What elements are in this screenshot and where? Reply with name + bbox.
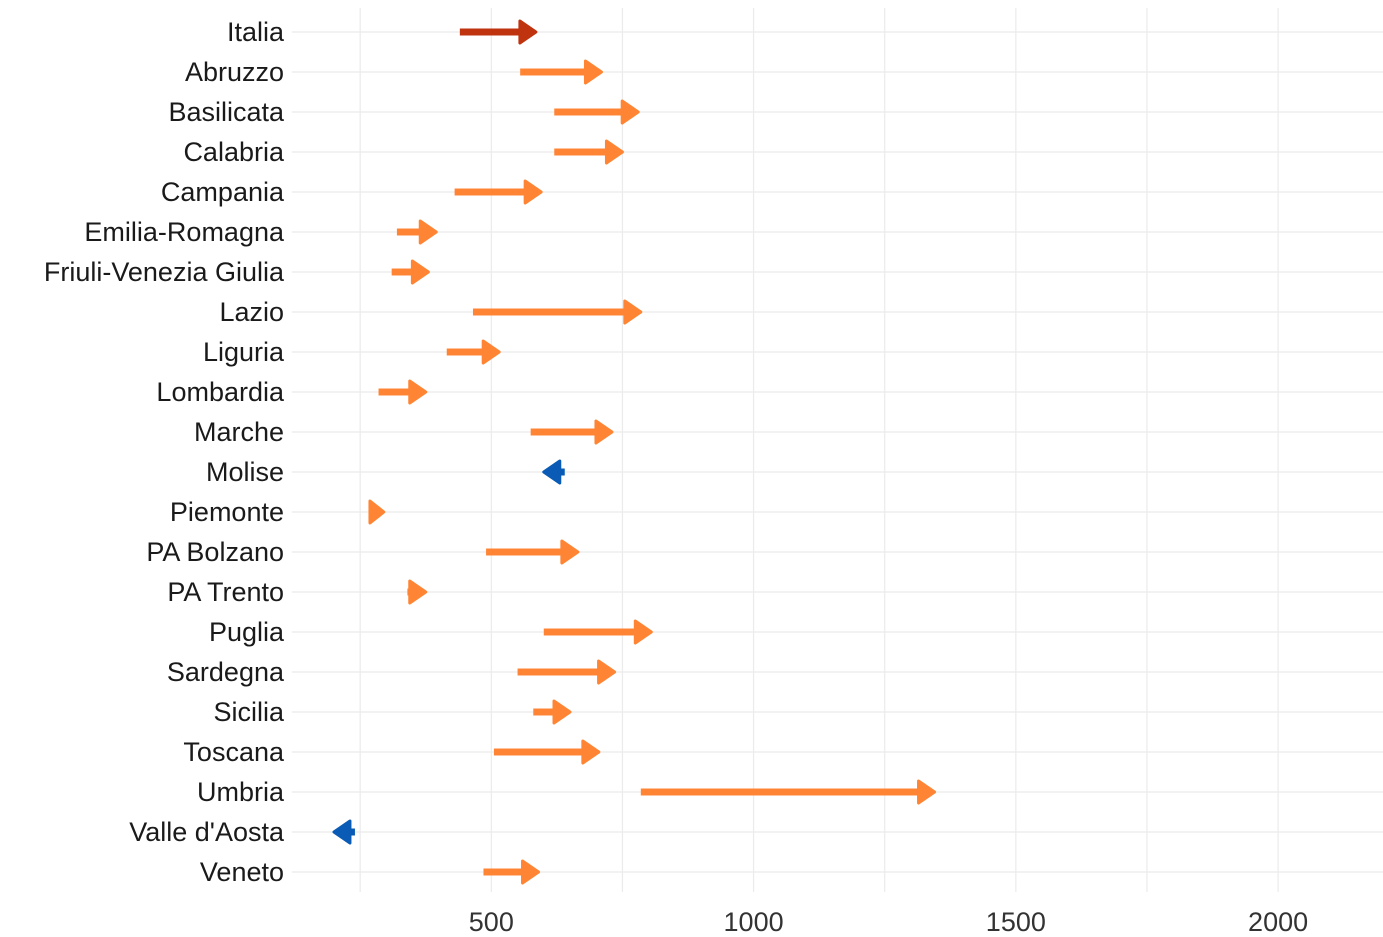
grid-layer xyxy=(292,8,1383,892)
arrow-head xyxy=(623,299,643,325)
arrow-head xyxy=(583,59,603,85)
arrow-head xyxy=(408,579,428,605)
arrow-head xyxy=(917,779,937,805)
arrow-head xyxy=(481,339,501,365)
category-label: Lazio xyxy=(219,297,284,327)
arrow-campania xyxy=(454,179,543,205)
arrow-sardegna xyxy=(517,659,617,685)
category-label: Toscana xyxy=(183,737,285,767)
category-label: Liguria xyxy=(203,337,285,367)
category-label: Basilicata xyxy=(168,97,285,127)
arrow-friuli-venezia-giulia xyxy=(391,259,430,285)
arrow-head xyxy=(410,259,430,285)
category-label: Marche xyxy=(194,417,284,447)
category-label: PA Trento xyxy=(167,577,284,607)
category-label: Sicilia xyxy=(213,697,285,727)
x-tick-label: 1000 xyxy=(724,907,784,937)
category-label: Campania xyxy=(161,177,285,207)
arrow-head xyxy=(604,139,624,165)
arrow-pa-trento xyxy=(407,579,428,605)
category-label: PA Bolzano xyxy=(146,537,284,567)
category-label: Abruzzo xyxy=(185,57,284,87)
arrow-valle-d-aosta xyxy=(332,819,355,845)
category-label: Valle d'Aosta xyxy=(129,817,285,847)
arrow-italia xyxy=(459,19,538,45)
arrow-head xyxy=(418,219,438,245)
arrow-basilicata xyxy=(554,99,640,125)
arrow-head xyxy=(581,739,601,765)
arrow-pa-bolzano xyxy=(486,539,580,565)
arrow-head xyxy=(542,459,562,485)
arrow-sicilia xyxy=(533,699,572,725)
arrow-molise xyxy=(542,459,565,485)
category-label: Italia xyxy=(227,17,285,47)
arrow-calabria xyxy=(554,139,624,165)
category-label: Veneto xyxy=(200,857,284,887)
arrow-head xyxy=(597,659,617,685)
category-label: Molise xyxy=(206,457,284,487)
arrow-abruzzo xyxy=(520,59,603,85)
x-tick-label: 2000 xyxy=(1248,907,1308,937)
arrow-head xyxy=(521,859,541,885)
arrow-head xyxy=(332,819,352,845)
category-label: Calabria xyxy=(183,137,285,167)
arrow-umbria xyxy=(640,779,937,805)
category-label: Lombardia xyxy=(156,377,285,407)
category-label: Umbria xyxy=(197,777,285,807)
arrow-toscana xyxy=(493,739,601,765)
arrow-liguria xyxy=(446,339,501,365)
category-label: Sardegna xyxy=(167,657,285,687)
x-tick-label: 500 xyxy=(469,907,514,937)
arrow-head xyxy=(552,699,572,725)
arrow-lazio xyxy=(472,299,643,325)
arrow-head xyxy=(620,99,640,125)
arrow-veneto xyxy=(483,859,541,885)
arrow-head xyxy=(633,619,653,645)
arrow-head xyxy=(523,179,543,205)
arrow-head xyxy=(408,379,428,405)
x-tick-label: 1500 xyxy=(986,907,1046,937)
category-label: Friuli-Venezia Giulia xyxy=(44,257,285,287)
arrow-marche xyxy=(530,419,614,445)
arrows xyxy=(332,19,937,885)
arrow-puglia xyxy=(543,619,653,645)
arrow-head xyxy=(594,419,614,445)
arrow-piemonte xyxy=(368,499,386,525)
category-label: Emilia-Romagna xyxy=(84,217,285,247)
category-label: Piemonte xyxy=(170,497,284,527)
arrow-lombardia xyxy=(378,379,428,405)
arrow-emilia-romagna xyxy=(396,219,438,245)
arrow-head xyxy=(368,499,386,525)
x-axis-ticks: 500 1000 1500 2000 xyxy=(469,907,1308,937)
category-labels: Italia Abruzzo Basilicata Calabria Campania E… xyxy=(44,17,285,887)
category-label: Puglia xyxy=(209,617,285,647)
arrow-head xyxy=(518,19,538,45)
arrow-head xyxy=(560,539,580,565)
